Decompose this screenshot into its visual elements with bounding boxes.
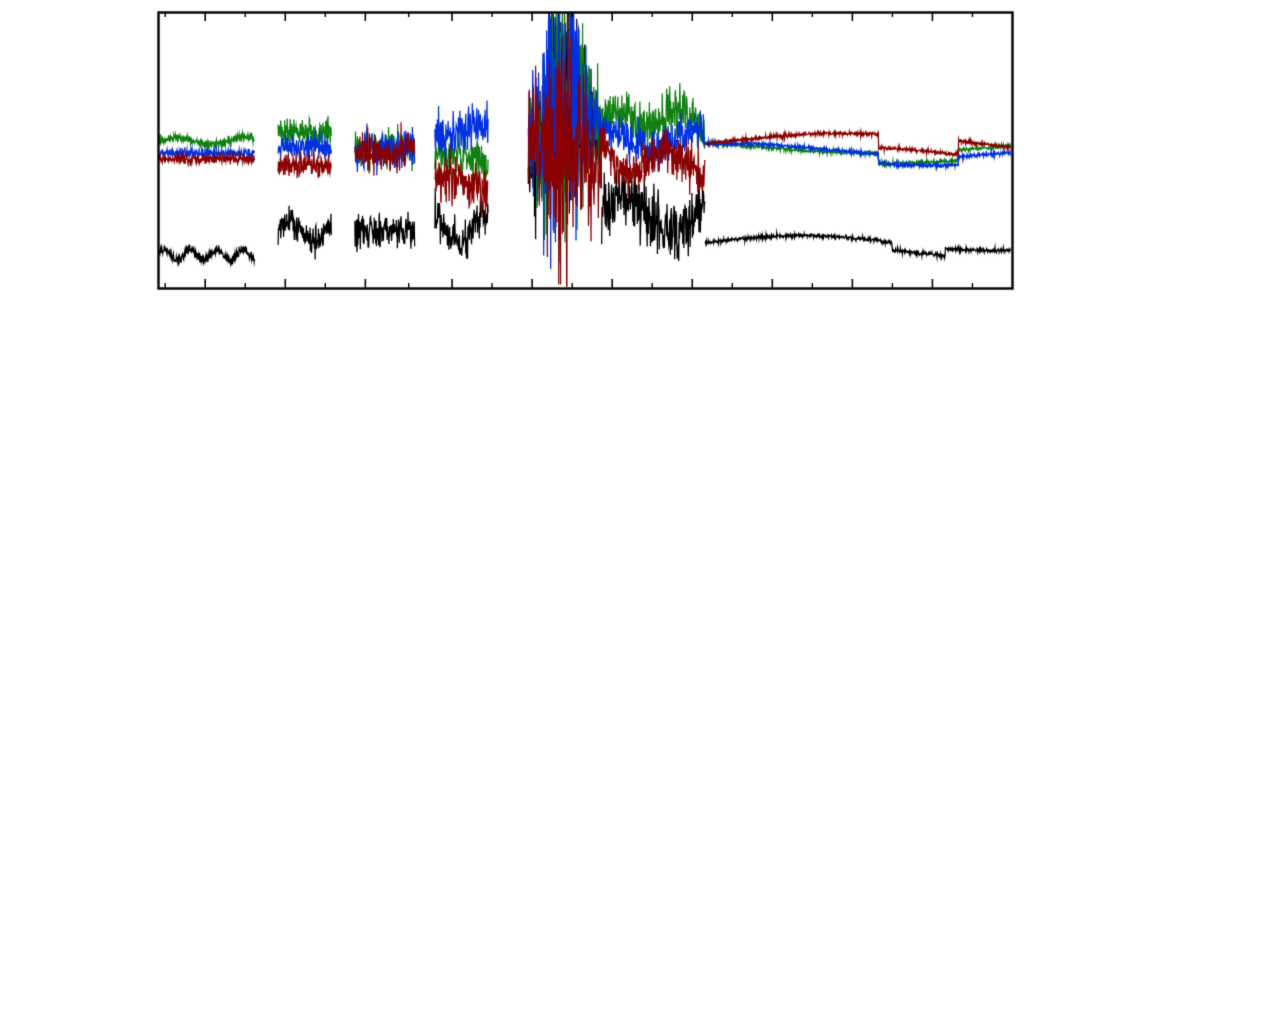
plot-figure xyxy=(0,0,1280,1024)
plot-canvas xyxy=(0,0,1280,1024)
